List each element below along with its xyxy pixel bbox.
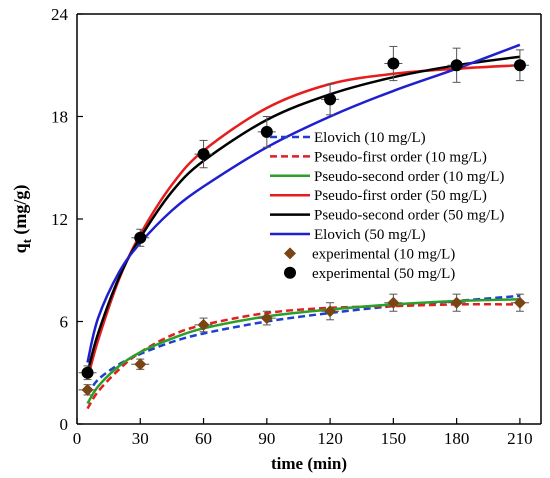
legend: Elovich (10 mg/L) Pseudo-first order (10 … <box>270 130 504 282</box>
data-point <box>134 358 147 371</box>
data-point <box>197 148 210 161</box>
legend-item-experimental-50-mg-l: experimental (50 mg/L) <box>284 266 455 282</box>
data-point <box>260 125 273 138</box>
x-tick-label: 90 <box>258 429 275 448</box>
series-experimental-10-mg-l <box>78 293 529 396</box>
data-point <box>387 57 400 70</box>
data-point <box>513 296 526 309</box>
x-tick-label: 120 <box>317 429 343 448</box>
x-tick-label: 150 <box>381 429 407 448</box>
curve-elovich-50-mg-l <box>86 43 521 363</box>
data-point <box>134 231 147 244</box>
legend-item-elovich-50-mg-l: Elovich (50 mg/L) <box>270 227 426 243</box>
y-axis-title: qt (mg/g) <box>10 185 34 254</box>
legend-label: experimental (50 mg/L) <box>312 266 455 282</box>
curve-pseudo-second-order-50-mg-l <box>86 55 521 374</box>
tick-labels: 0 30 60 90 120 150 180 210 0 6 12 18 24 <box>51 5 533 448</box>
legend-item-elovich-10-mg-l: Elovich (10 mg/L) <box>270 130 426 146</box>
data-point <box>81 383 94 396</box>
legend-label: Elovich (50 mg/L) <box>314 227 426 243</box>
y-tick-label: 24 <box>51 5 69 24</box>
axes <box>76 13 542 425</box>
legend-item-experimental-10-mg-l: experimental (10 mg/L) <box>284 246 455 262</box>
legend-label: Pseudo-second order (10 mg/L) <box>314 169 504 185</box>
curve-pseudo-second-order-10-mg-l <box>86 298 520 405</box>
legend-label: Pseudo-first order (50 mg/L) <box>314 188 487 204</box>
legend-label: Pseudo-second order (50 mg/L) <box>314 208 504 224</box>
legend-swatch <box>284 247 296 260</box>
data-point <box>81 366 94 379</box>
data-point <box>513 59 526 72</box>
x-tick-label: 0 <box>73 429 82 448</box>
series-experimental-50-mg-l <box>78 45 529 381</box>
x-tick-label: 180 <box>444 429 470 448</box>
legend-label: experimental (10 mg/L) <box>312 246 455 262</box>
y-tick-label: 18 <box>51 108 68 127</box>
data-point <box>324 305 337 318</box>
legend-item-pseudo-first-order-10-mg-l: Pseudo-first order (10 mg/L) <box>270 149 487 165</box>
y-tick-label: 12 <box>51 210 68 229</box>
data-point <box>450 296 463 309</box>
y-tick-label: 0 <box>60 415 69 434</box>
x-axis-title: time (min) <box>271 454 347 473</box>
legend-item-pseudo-second-order-50-mg-l: Pseudo-second order (50 mg/L) <box>270 208 504 224</box>
data-point <box>197 318 210 331</box>
legend-swatch <box>284 266 296 279</box>
model-curves <box>86 43 521 410</box>
data-point <box>387 296 400 309</box>
data-point <box>450 59 463 72</box>
x-tick-label: 210 <box>507 429 533 448</box>
legend-item-pseudo-first-order-50-mg-l: Pseudo-first order (50 mg/L) <box>270 188 487 204</box>
legend-label: Elovich (10 mg/L) <box>314 130 426 146</box>
data-point <box>260 312 273 325</box>
legend-label: Pseudo-first order (10 mg/L) <box>314 149 487 165</box>
x-tick-label: 60 <box>195 429 212 448</box>
data-point <box>324 93 337 106</box>
x-tick-label: 30 <box>132 429 149 448</box>
legend-item-pseudo-second-order-10-mg-l: Pseudo-second order (10 mg/L) <box>270 169 504 185</box>
y-tick-label: 6 <box>60 313 69 332</box>
experimental-points <box>78 45 529 396</box>
curve-pseudo-first-order-10-mg-l <box>86 303 520 410</box>
